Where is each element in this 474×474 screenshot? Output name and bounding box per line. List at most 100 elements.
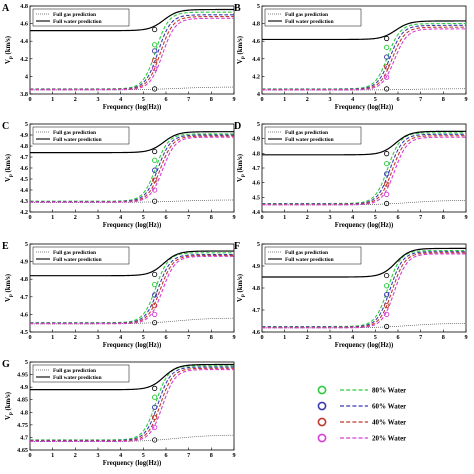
series-curve-3 [30, 17, 234, 91]
x-tick-label: 5 [374, 214, 377, 221]
legend-gas-label: Full gas prediction [285, 250, 328, 256]
water-point [384, 151, 390, 157]
y-tick-label: 5 [25, 241, 28, 248]
plot-frame [29, 361, 235, 451]
x-tick-label: 9 [232, 334, 235, 341]
y-tick-label: 4.5 [20, 176, 28, 183]
legend-label-3: 20% Water [372, 434, 406, 442]
water-prediction-line [262, 20, 466, 41]
water-point [152, 271, 158, 278]
water-prediction-line [262, 130, 466, 156]
series-point-1 [384, 54, 390, 60]
panel-legend-box [32, 246, 130, 265]
y-tick-label: 4.4 [252, 56, 260, 63]
legend-gas-label: Full gas prediction [53, 368, 96, 374]
x-tick-label: 8 [210, 214, 213, 221]
panel-A: 0 1 2 3 4 5 6 7 8 9 3.8 4 4.2 4.4 4.6 4.8 Frequency (log… [2, 3, 236, 111]
y-tick-label: 4.8 [20, 143, 28, 150]
gas-point [152, 320, 158, 326]
x-tick-label: 9 [464, 334, 467, 341]
legend-marker-0 [317, 385, 327, 395]
legend-label-2: 40% Water [372, 418, 406, 426]
y-tick-label: 4.65 [17, 447, 28, 454]
series-point-2 [384, 302, 390, 309]
y-tick-label: 4.8 [20, 276, 28, 283]
x-tick-label: 9 [464, 214, 467, 221]
series-point-1 [384, 171, 390, 177]
x-tick-label: 2 [74, 96, 77, 103]
panel-legend-box [264, 8, 362, 27]
y-tick-label: 4.95 [17, 372, 28, 379]
y-tick-label: 4.8 [20, 409, 28, 416]
series-point-1 [152, 404, 158, 410]
series-point-0 [152, 394, 158, 400]
y-tick-label: 4.9 [252, 263, 260, 270]
legend-water-label: Full water prediction [53, 19, 102, 25]
x-axis-label: Frequency (log(Hz)) [103, 342, 162, 349]
y-tick-label: 4.8 [20, 3, 28, 10]
x-tick-label: 2 [306, 334, 309, 341]
plot-frame [29, 5, 235, 95]
series-curve-2 [262, 135, 466, 205]
series-curve-3 [262, 28, 466, 91]
x-tick-label: 8 [210, 96, 213, 103]
x-tick-label: 5 [142, 214, 145, 221]
y-tick-label: 4.6 [20, 311, 28, 318]
x-axis-label: Frequency (log(Hz)) [335, 222, 394, 229]
legend-label-0: 80% Water [372, 386, 406, 394]
y-tick-label: 4.2 [20, 56, 28, 63]
x-tick-label: 9 [232, 452, 235, 459]
x-tick-label: 7 [187, 452, 190, 459]
x-tick-label: 0 [28, 214, 31, 221]
x-tick-label: 3 [328, 334, 331, 341]
x-tick-label: 6 [164, 452, 167, 459]
x-tick-label: 3 [96, 96, 99, 103]
y-tick-label: 4.9 [20, 132, 28, 139]
y-tick-label: 5 [257, 3, 260, 10]
panel-legend-box [32, 126, 130, 145]
panel-legend-box [264, 246, 362, 265]
gas-point [152, 437, 158, 443]
panel-letter: A [2, 3, 10, 14]
y-tick-label: 4.2 [20, 209, 28, 216]
y-tick-label: 4.4 [20, 38, 28, 45]
series-point-3 [384, 311, 390, 318]
y-tick-label: 4.5 [252, 194, 260, 201]
y-tick-label: 3.8 [20, 91, 28, 98]
series-curve-1 [30, 254, 234, 324]
legend-water-label: Full water prediction [53, 375, 102, 381]
series-curve-2 [30, 135, 234, 203]
x-tick-label: 6 [396, 96, 399, 103]
water-point [384, 35, 390, 42]
y-tick-label: 4.5 [20, 329, 28, 336]
y-axis-label: Vp (km/s) [237, 36, 246, 64]
legend-marker-1 [317, 401, 327, 411]
series-curve-3 [262, 253, 466, 329]
x-tick-label: 0 [260, 214, 263, 221]
series-point-0 [152, 42, 158, 48]
x-tick-label: 0 [28, 334, 31, 341]
y-tick-label: 4.75 [17, 422, 28, 429]
y-tick-label: 4.7 [20, 154, 28, 161]
x-tick-label: 2 [74, 452, 77, 459]
series-point-1 [152, 167, 158, 173]
series-point-1 [152, 48, 158, 54]
water-point [152, 385, 158, 391]
y-tick-label: 4.9 [252, 136, 260, 143]
plot-area [262, 130, 466, 207]
y-tick-label: 4.85 [17, 397, 28, 404]
panel-letter: G [2, 359, 10, 370]
x-tick-label: 2 [74, 334, 77, 341]
x-tick-label: 7 [419, 334, 422, 341]
water-prediction-line [262, 247, 466, 278]
y-tick-label: 5 [257, 121, 260, 128]
x-tick-label: 4 [351, 214, 354, 221]
x-tick-label: 3 [96, 334, 99, 341]
x-tick-label: 9 [464, 96, 467, 103]
x-tick-label: 1 [283, 214, 286, 221]
y-tick-label: 5 [25, 359, 28, 366]
x-tick-label: 4 [119, 452, 122, 459]
x-tick-label: 3 [96, 452, 99, 459]
series-point-2 [152, 302, 158, 309]
